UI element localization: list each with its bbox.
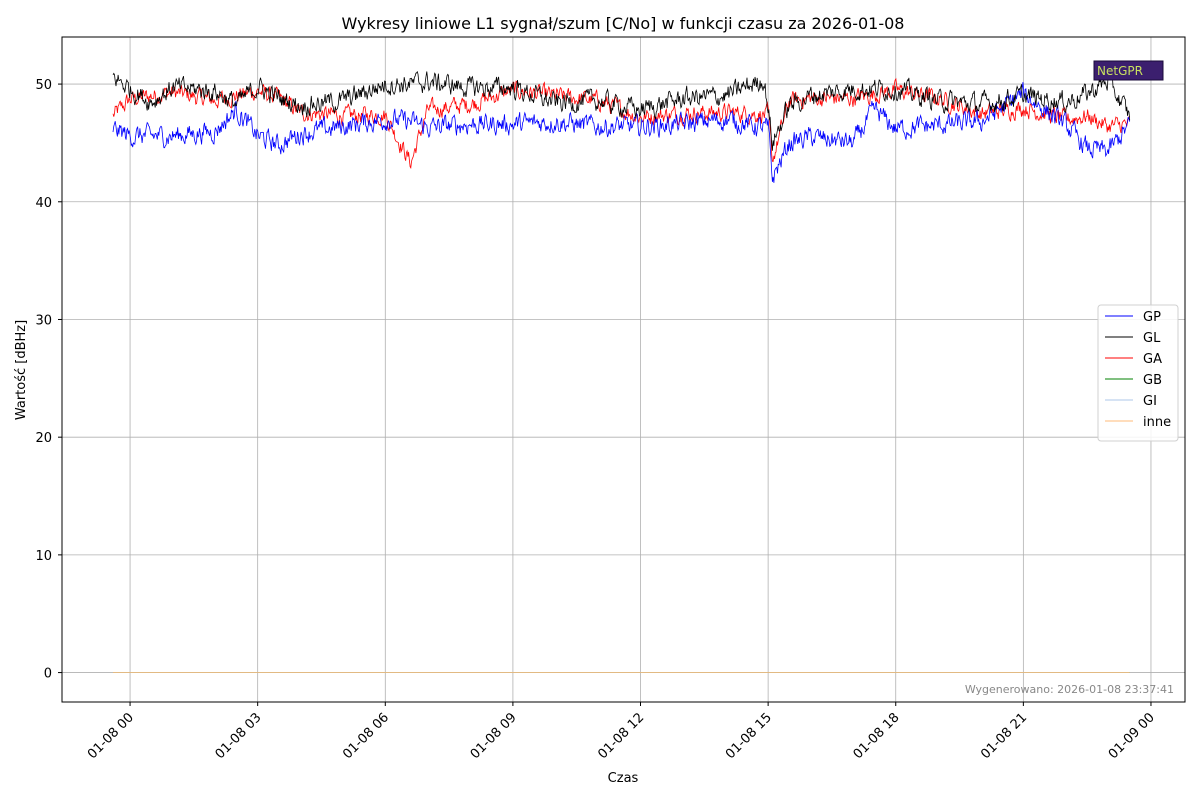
x-tick-label: 01-08 09 [468,710,520,762]
x-tick-label: 01-08 00 [85,710,137,762]
y-tick-label: 0 [44,667,52,682]
legend-label-ga: GA [1143,352,1162,367]
y-axis-label: Wartość [dBHz] [14,320,29,420]
y-tick-label: 40 [35,196,52,211]
y-axis: 0 10 20 30 40 50 [35,78,62,682]
x-tick-label: 01-08 15 [723,710,775,762]
legend-label-gb: GB [1143,373,1162,388]
watermark-logo: NetGPR [1093,60,1164,81]
x-tick-label: 01-08 06 [340,710,392,762]
grid [62,37,1185,702]
x-tick-label: 01-08 03 [213,710,265,762]
plot-frame [61,36,1186,703]
legend-box [1097,304,1179,442]
x-tick-label: 01-09 00 [1106,710,1158,762]
generated-timestamp: Wygenerowano: 2026-01-08 23:37:41 [965,683,1174,696]
legend-label-gp: GP [1143,310,1161,325]
series-line-ga [112,77,1130,169]
y-tick-label: 10 [35,549,52,564]
series-line-gl [112,70,1131,151]
watermark-text: NetGPR [1097,64,1143,78]
x-tick-label: 01-08 12 [595,710,647,762]
legend-label-gi: GI [1143,394,1157,409]
chart-title: Wykresy liniowe L1 sygnał/szum [C/No] w … [342,14,905,33]
x-axis-label: Czas [608,771,639,786]
series-line-gp [112,82,1131,183]
legend-label-gl: GL [1143,331,1161,346]
legend: GP GL GA GB GI inne [1097,304,1179,442]
x-tick-label: 01-08 21 [978,710,1030,762]
x-tick-label: 01-08 18 [851,710,903,762]
x-axis: 01-08 00 01-08 03 01-08 06 01-08 09 01-08 12… [85,702,1158,762]
y-tick-label: 20 [35,431,52,446]
series-group [112,70,1131,673]
legend-label-inne: inne [1143,415,1171,430]
y-tick-label: 30 [35,313,52,328]
y-tick-label: 50 [35,78,52,93]
